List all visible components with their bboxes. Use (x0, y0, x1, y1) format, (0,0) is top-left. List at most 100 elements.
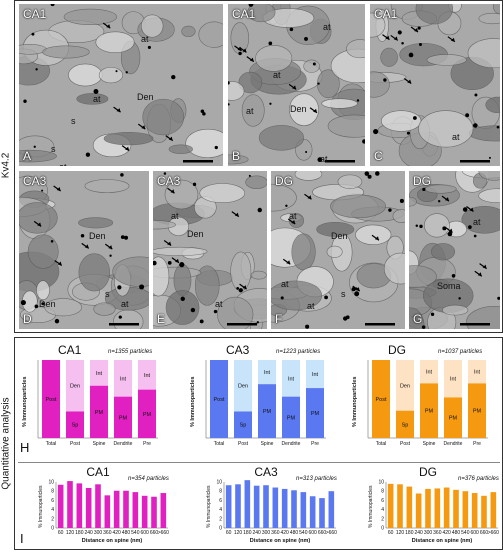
structure-label: Den (39, 299, 56, 309)
y-tick-label: 6 (381, 498, 384, 504)
structure-label: Den (331, 231, 348, 241)
y-tick-label: 2 (381, 516, 384, 522)
stacked-chart-dg: DG n=1037 particles % Immunoparticles Post T… (352, 343, 488, 447)
bar-label: PM (311, 411, 320, 417)
em-texture (370, 4, 500, 166)
micrograph-title: CA3 (157, 174, 181, 188)
bar (444, 397, 462, 438)
bar-light (114, 360, 132, 397)
structure-label: at (246, 106, 254, 116)
scale-bar (365, 323, 395, 326)
bar (415, 493, 422, 528)
bar-light (66, 360, 84, 412)
arrow-icon (113, 106, 121, 113)
bar-label: PM (287, 415, 296, 421)
bar-label-light: Int (120, 376, 127, 382)
x-tick-label: Dendrite (444, 441, 463, 447)
stacked-bar-chart-area: CA1 n=1355 particles % Immunoparticles Post… (18, 340, 502, 458)
bar (443, 487, 450, 528)
bar-label: PM (119, 415, 128, 421)
x-tick-label: 600 (470, 530, 479, 536)
arrow-icon (137, 123, 146, 130)
y-tick-label: 2 (51, 516, 54, 522)
arrow-icon (287, 218, 296, 225)
x-tick-label: 180 (75, 530, 84, 536)
x-tick-label: 240 (84, 530, 93, 536)
y-tick-label: 4 (381, 507, 384, 513)
arrow-icon (102, 22, 111, 29)
bar (57, 484, 64, 528)
bar (281, 488, 288, 528)
x-tick-label: 420 (112, 530, 121, 536)
arrow-icon (53, 185, 61, 192)
y-axis-label: % Immunoparticles (206, 485, 212, 528)
y-axis-label: % Immunoparticles (38, 485, 44, 528)
distance-bar-charts-svg: CA1 n=354 particles % Immunoparticles 0 2 4 6 8… (38, 465, 499, 544)
micrograph-letter: F (275, 312, 283, 326)
bar-label: PM (425, 409, 434, 415)
structure-label: Den (89, 231, 106, 241)
bar (471, 493, 478, 528)
bar-light (138, 360, 156, 390)
em-texture (409, 171, 500, 329)
bar-label: Sp (72, 423, 79, 429)
y-tick-label: 10 (378, 480, 384, 486)
x-tick-label: >660 (158, 530, 169, 536)
x-tick-label: 60 (388, 530, 394, 536)
micrograph-title: CA1 (374, 7, 398, 21)
bar-label: PM (263, 409, 272, 415)
bar (235, 484, 241, 528)
arrow-icon (171, 257, 180, 264)
bar (396, 410, 414, 438)
arrow-icon (33, 220, 42, 227)
y-tick-label: 10 (48, 480, 54, 486)
x-tick-label: 180 (243, 530, 252, 536)
arrow-icon (163, 240, 172, 246)
bar-label-light: Den (238, 384, 248, 390)
scale-bar (109, 323, 139, 326)
micrograph-title: CA1 (232, 7, 256, 21)
x-tick-label: 360 (271, 530, 280, 536)
micrograph-a: CA1 A Den at at s at s (19, 4, 223, 166)
structure-label: at (320, 154, 328, 164)
micrograph-d: CA3 D Den Den s at (19, 171, 149, 329)
x-tick-label: 120 (234, 530, 243, 536)
em-texture (271, 171, 405, 329)
structure-label: at (281, 279, 289, 289)
x-tick-label: 600 (308, 530, 317, 536)
bar (420, 383, 438, 438)
x-tick-label: 120 (396, 530, 405, 536)
bar (406, 486, 413, 528)
x-tick-label: 540 (299, 530, 308, 536)
arrow-icon (239, 283, 247, 290)
bar-label: PM (95, 410, 104, 416)
bar-label-light: Int (450, 377, 457, 383)
bar-label-light: Den (70, 384, 80, 390)
structure-label: at (141, 34, 149, 44)
bar (225, 485, 232, 528)
bar (468, 383, 486, 438)
em-texture (19, 171, 149, 329)
x-tick-label: 240 (252, 530, 261, 536)
micrograph-title: DG (275, 174, 293, 188)
chart-note: n=354 particles (128, 476, 169, 482)
bar (76, 483, 83, 528)
distance-chart-ca3: CA3 n=313 particles % Immunoparticles 0 2 4 6 8… (206, 465, 337, 544)
distance-chart-ca1: CA1 n=354 particles % Immunoparticles 0 2 4 6 8… (38, 465, 169, 544)
structure-label: s (51, 144, 56, 154)
y-axis-label: % Immunoparticles (22, 377, 28, 427)
bar-light (420, 360, 438, 384)
x-tick-label: 60 (58, 530, 64, 536)
bar (123, 490, 129, 528)
arrow-icon (352, 285, 361, 292)
x-tick-label: >660 (326, 530, 337, 536)
y-axis-label: % Immunoparticles (352, 377, 358, 427)
bar (462, 491, 469, 528)
micrograph-title: CA3 (23, 174, 47, 188)
micrograph-letter: D (23, 312, 32, 326)
structure-label: at (121, 299, 129, 309)
chart-note: n=313 particles (296, 476, 337, 482)
bar (132, 492, 139, 528)
